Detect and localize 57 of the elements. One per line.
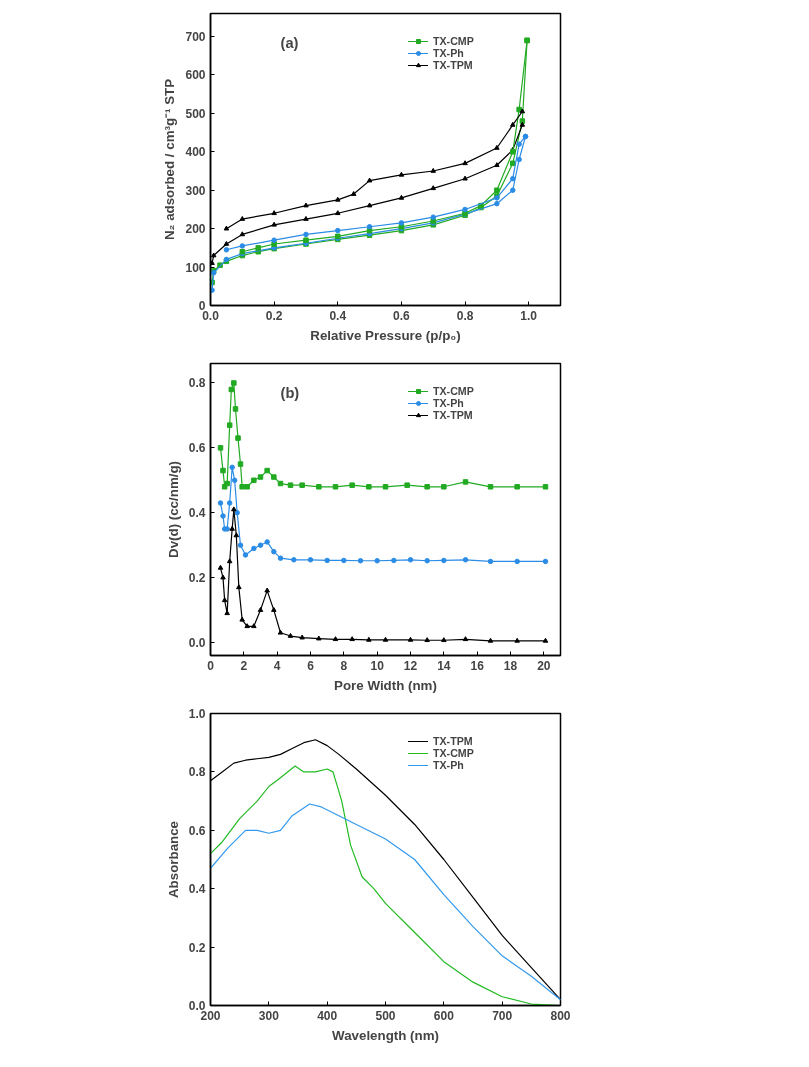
- legend-label: TX-CMP: [433, 747, 474, 759]
- y-tick-label: 0.0: [188, 999, 206, 1013]
- legend-label: TX-Ph: [433, 397, 464, 409]
- y-axis-title: Dv(d) (cc/nm/g): [165, 461, 181, 558]
- annotation: (b): [280, 385, 300, 402]
- x-tick-label: 6: [307, 658, 315, 673]
- y-tick-label: 600: [185, 68, 206, 83]
- y-tick-label: 500: [185, 106, 206, 121]
- legend-label: TX-CMP: [433, 35, 474, 47]
- y-axis-title: N₂ adsorbed / cm³g⁻¹ STP: [162, 78, 178, 241]
- x-tick-label: 300: [258, 1008, 280, 1023]
- y-tick-label: 0.8: [188, 376, 206, 391]
- x-tick-label: 500: [375, 1008, 396, 1023]
- x-tick-label: 18: [503, 658, 518, 673]
- x-tick-label: 700: [492, 1008, 513, 1023]
- y-tick-label: 0.4: [188, 882, 206, 897]
- y-tick-label: 0.2: [188, 571, 206, 586]
- x-tick-label: 4: [273, 658, 281, 673]
- x-tick-label: 800: [550, 1008, 571, 1023]
- y-tick-label: 0.2: [188, 940, 206, 955]
- x-tick-label: 14: [437, 658, 451, 673]
- y-tick-label: 1.0: [188, 707, 206, 721]
- x-tick-label: 400: [317, 1008, 338, 1023]
- y-axis-title: Absorbance: [165, 820, 181, 899]
- x-tick-label: 20: [537, 658, 551, 673]
- x-tick-label: 8: [340, 658, 348, 673]
- x-tick-label: 0.4: [329, 308, 347, 323]
- y-tick-label: 0.0: [188, 636, 206, 651]
- annotation: (a): [280, 35, 299, 52]
- legend-label: TX-TPM: [433, 735, 473, 747]
- x-tick-label: 2: [240, 658, 248, 673]
- x-tick-label: 1.0: [520, 308, 538, 323]
- y-tick-label: 200: [185, 222, 206, 237]
- legend-label: TX-TPM: [433, 409, 473, 421]
- legend-label: TX-CMP: [433, 385, 474, 397]
- legend-label: TX-Ph: [433, 47, 464, 59]
- y-tick-label: 0.8: [188, 765, 206, 780]
- y-tick-label: 700: [185, 30, 206, 45]
- x-axis-title: Relative Pressure (p/p₀): [310, 327, 461, 343]
- legend-label: TX-Ph: [433, 759, 464, 771]
- y-tick-label: 0: [198, 299, 206, 313]
- x-tick-label: 12: [403, 658, 418, 673]
- y-tick-label: 300: [185, 183, 206, 198]
- y-tick-label: 0.6: [188, 823, 206, 838]
- y-tick-label: 0.6: [188, 441, 206, 456]
- x-axis-title: Pore Width (nm): [334, 677, 437, 693]
- y-tick-label: 0.4: [188, 506, 206, 521]
- legend-label: TX-TPM: [433, 59, 473, 71]
- x-tick-label: 0.2: [265, 308, 283, 323]
- x-axis-title: Wavelength (nm): [332, 1027, 439, 1043]
- x-tick-label: 10: [370, 658, 385, 673]
- y-tick-label: 100: [185, 260, 206, 275]
- x-tick-label: 16: [470, 658, 485, 673]
- x-tick-label: 0.6: [393, 308, 411, 323]
- x-tick-label: 600: [433, 1008, 455, 1023]
- y-tick-label: 400: [185, 145, 206, 160]
- x-tick-label: 0.8: [456, 308, 474, 323]
